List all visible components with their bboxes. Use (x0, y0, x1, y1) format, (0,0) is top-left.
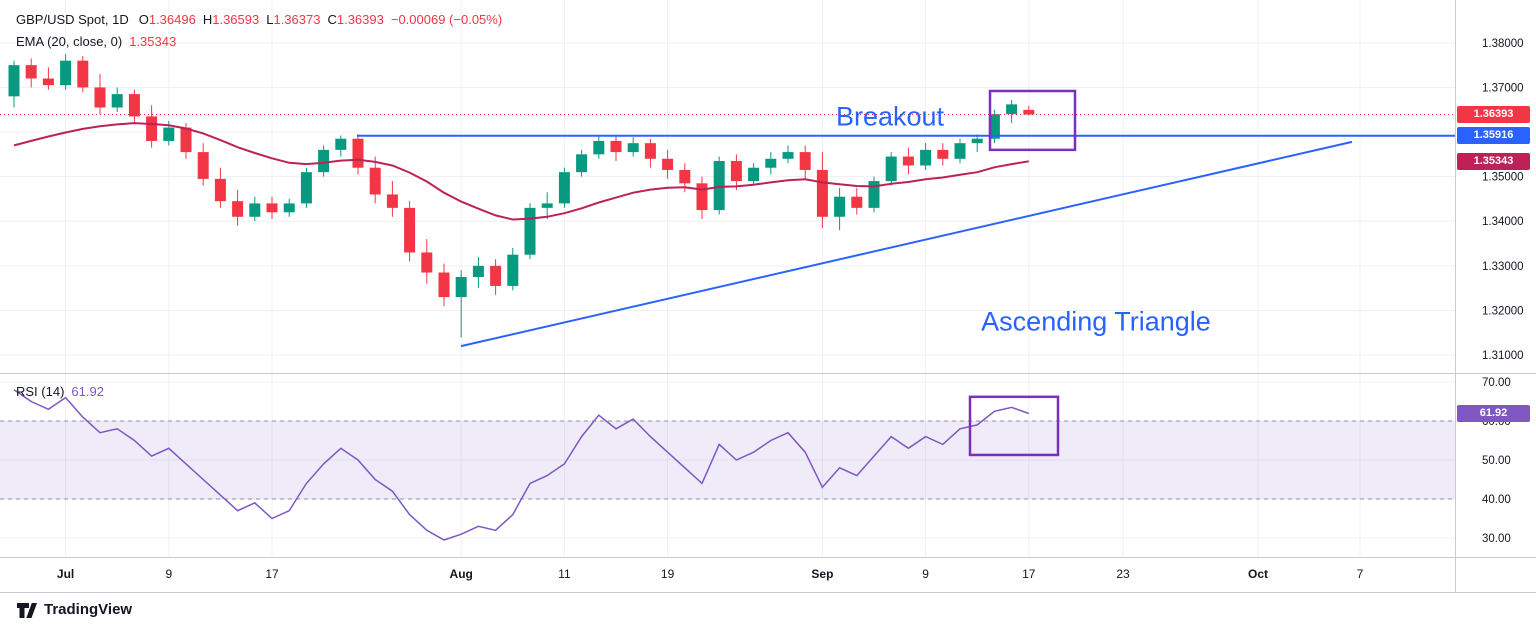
breakout-annotation[interactable]: Breakout (835, 101, 945, 132)
ema-price-badge: 1.35343 (1457, 152, 1530, 170)
breakout-box[interactable] (988, 89, 1077, 152)
svg-text:17: 17 (265, 567, 279, 581)
close-label: C (327, 12, 337, 27)
pane-dividers (0, 0, 1536, 593)
ema-legend: EMA (20, close, 0) 1.35343 (16, 34, 176, 49)
svg-text:Jul: Jul (57, 567, 74, 581)
open-label: O (138, 12, 149, 27)
tradingview-brand[interactable]: TradingView (44, 601, 133, 618)
svg-text:1.34000: 1.34000 (1482, 216, 1524, 228)
svg-text:23: 23 (1116, 567, 1130, 581)
ascending-trendline[interactable] (460, 140, 1353, 348)
svg-text:19: 19 (661, 567, 675, 581)
price-axis-labels[interactable]: 1.380001.370001.360001.350001.340001.330… (1482, 38, 1524, 545)
tradingview-logo-icon[interactable] (15, 600, 39, 620)
rsi-label[interactable]: RSI (14) (16, 384, 65, 399)
low-label: L (266, 12, 274, 27)
close-value: 1.36393 (336, 12, 384, 27)
svg-text:30.00: 30.00 (1482, 533, 1511, 545)
candles-layer (8, 53, 1035, 338)
open-value: 1.36496 (148, 12, 196, 27)
low-value: 1.36373 (273, 12, 321, 27)
svg-text:Oct: Oct (1248, 567, 1268, 581)
svg-text:Sep: Sep (811, 567, 833, 581)
change-value: −0.00069 (−0.05%) (390, 12, 503, 27)
high-value: 1.36593 (212, 12, 260, 27)
svg-text:7: 7 (1357, 567, 1364, 581)
svg-text:50.00: 50.00 (1482, 455, 1511, 467)
svg-text:1.32000: 1.32000 (1482, 305, 1524, 317)
svg-text:1.35000: 1.35000 (1482, 172, 1524, 184)
svg-text:1.37000: 1.37000 (1482, 82, 1524, 94)
gridlines (0, 0, 1455, 557)
ema-label[interactable]: EMA (20, close, 0) (16, 34, 123, 49)
svg-text:9: 9 (165, 567, 172, 581)
last-price-badge: 1.36393 (1457, 105, 1530, 123)
svg-text:9: 9 (922, 567, 929, 581)
svg-text:17: 17 (1022, 567, 1036, 581)
svg-text:Aug: Aug (450, 567, 473, 581)
resistance-price-badge: 1.35916 (1457, 127, 1530, 145)
high-label: H (202, 12, 213, 27)
time-axis-labels[interactable]: Jul 9 17 Aug 11 19 Sep 9 17 23 Oct 7 (57, 567, 1364, 581)
ema-value: 1.35343 (129, 34, 177, 49)
svg-text:70.00: 70.00 (1482, 377, 1511, 389)
rsi-line[interactable] (13, 389, 1030, 541)
rsi-value: 61.92 (71, 384, 104, 399)
footer-bar: TradingView (0, 593, 1536, 630)
rsi-band (0, 421, 1455, 500)
svg-text:40.00: 40.00 (1482, 494, 1511, 506)
svg-text:11: 11 (558, 567, 571, 581)
rsi-legend: RSI (14) 61.92 (16, 384, 104, 399)
rsi-value-badge: 61.92 (1457, 405, 1530, 423)
svg-text:1.33000: 1.33000 (1482, 261, 1524, 273)
rsi-breakout-box[interactable] (968, 395, 1060, 457)
svg-text:1.38000: 1.38000 (1482, 38, 1524, 50)
ema-line[interactable] (13, 122, 1029, 221)
ascending-triangle-annotation[interactable]: Ascending Triangle (981, 306, 1211, 337)
symbol-title[interactable]: GBP/USD Spot, 1D (16, 12, 129, 27)
symbol-legend: GBP/USD Spot, 1D O1.36496 H1.36593 L1.36373… (16, 12, 502, 27)
svg-text:1.31000: 1.31000 (1482, 350, 1524, 362)
